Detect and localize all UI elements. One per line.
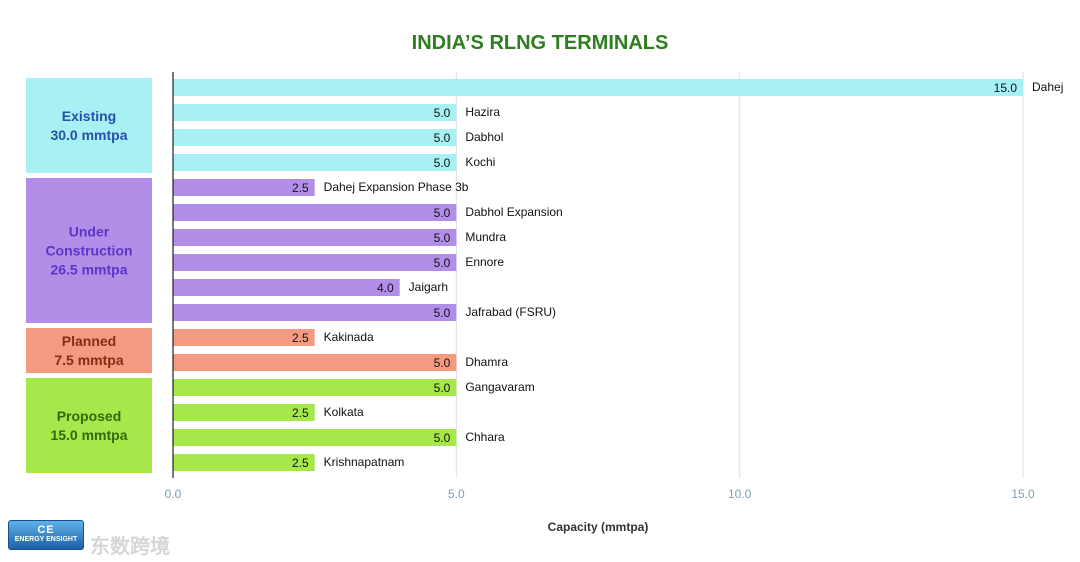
bar-category-label: Krishnapatnam	[324, 455, 405, 469]
bar-value-label: 5.0	[434, 206, 451, 220]
bar-value-label: 2.5	[292, 181, 309, 195]
group-name-label: Existing	[62, 108, 116, 124]
group-box	[26, 328, 152, 373]
energy-ensight-logo: CE ENERGY ENSIGHT	[8, 520, 84, 550]
bar-value-label: 5.0	[434, 381, 451, 395]
bar-value-label: 5.0	[434, 356, 451, 370]
bar-value-label: 5.0	[434, 306, 451, 320]
bar	[173, 154, 457, 171]
bar	[173, 179, 315, 196]
bar-category-label: Dabhol	[465, 130, 503, 144]
x-tick-label: 0.0	[165, 487, 182, 501]
bar-category-label: Dabhol Expansion	[465, 205, 562, 219]
bar-value-label: 15.0	[994, 81, 1018, 95]
bar-category-label: Kolkata	[324, 405, 364, 419]
bar-category-label: Jafrabad (FSRU)	[465, 305, 556, 319]
x-axis-title: Capacity (mmtpa)	[548, 520, 649, 534]
bar-category-label: Gangavaram	[465, 380, 534, 394]
bar	[173, 279, 400, 296]
bar	[173, 404, 315, 421]
bar	[173, 204, 457, 221]
bar	[173, 254, 457, 271]
bar-category-label: Chhara	[465, 430, 505, 444]
bar	[173, 454, 315, 471]
group-name-label: Proposed	[57, 408, 122, 424]
bar	[173, 379, 457, 396]
bar	[173, 79, 1023, 96]
group-total-label: 30.0 mmtpa	[50, 127, 127, 143]
bar	[173, 229, 457, 246]
group-name-label: Planned	[62, 333, 116, 349]
group-total-label: 26.5 mmtpa	[50, 262, 127, 278]
bar-value-label: 2.5	[292, 456, 309, 470]
logo-mark: CE	[37, 524, 55, 536]
chart-title: INDIA’S RLNG TERMINALS	[412, 32, 669, 54]
bar	[173, 429, 457, 446]
bar-value-label: 2.5	[292, 331, 309, 345]
bar	[173, 354, 457, 371]
bar-value-label: 5.0	[434, 131, 451, 145]
bar-category-label: Kakinada	[324, 330, 374, 344]
watermark-text: 东数跨境	[90, 536, 170, 558]
logo-text: ENERGY ENSIGHT	[14, 536, 78, 544]
bar-category-label: Dhamra	[465, 355, 508, 369]
bar-category-label: Jaigarh	[409, 280, 448, 294]
bar	[173, 104, 457, 121]
bar-category-label: Mundra	[465, 230, 506, 244]
x-tick-label: 15.0	[1011, 487, 1035, 501]
bar	[173, 329, 315, 346]
bar	[173, 304, 457, 321]
bar-value-label: 5.0	[434, 231, 451, 245]
bar-category-label: Kochi	[465, 155, 495, 169]
group-name-label: Construction	[45, 243, 132, 259]
x-tick-label: 10.0	[728, 487, 752, 501]
bar	[173, 129, 457, 146]
bar-category-label: Dahej	[1032, 80, 1063, 94]
x-tick-label: 5.0	[448, 487, 465, 501]
bar-category-label: Ennore	[465, 255, 504, 269]
bar-value-label: 4.0	[377, 281, 394, 295]
bar-value-label: 5.0	[434, 156, 451, 170]
bar-category-label: Hazira	[465, 105, 500, 119]
bar-value-label: 5.0	[434, 106, 451, 120]
bar-value-label: 5.0	[434, 256, 451, 270]
group-box	[26, 178, 152, 323]
group-box	[26, 78, 152, 173]
group-total-label: 7.5 mmtpa	[54, 352, 123, 368]
group-name-label: Under	[69, 224, 110, 240]
group-total-label: 15.0 mmtpa	[50, 427, 127, 443]
group-box	[26, 378, 152, 473]
bar-value-label: 5.0	[434, 431, 451, 445]
bar-value-label: 2.5	[292, 406, 309, 420]
bar-category-label: Dahej Expansion Phase 3b	[324, 180, 469, 194]
